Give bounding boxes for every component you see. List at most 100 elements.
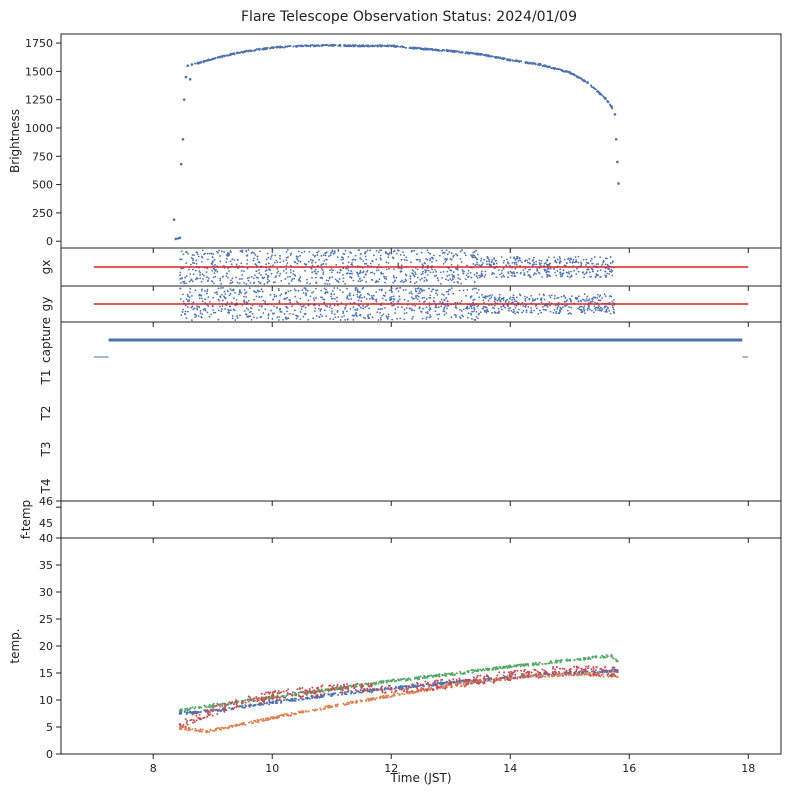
scatter-dot-gy [418,290,421,293]
trace-dot-red [538,672,541,675]
scatter-dot-gx [548,274,551,277]
scatter-dot-gx [221,275,224,278]
scatter-dot-gx [195,259,198,262]
scatter-dot-gx [555,274,558,277]
scatter-dot-gx [548,271,550,273]
trace-dot-blue [352,692,355,695]
scatter-dot-gy [421,289,424,292]
scatter-dot-gx [442,270,445,273]
scatter-dot-gy [356,291,359,294]
scatter-dot-gx [467,272,469,275]
scatter-dot-gx [196,253,199,256]
scatter-dot-gx [180,250,183,253]
scatter-dot-gy [221,299,224,302]
trace-dot-blue [431,48,434,51]
scatter-dot-gy [442,310,445,312]
scatter-dot-gy [419,292,422,294]
trace-dot-green [198,707,201,710]
scatter-dot-gx [420,273,423,276]
scatter-dot-gy [437,306,440,309]
scatter-dot-gx [435,270,438,273]
scatter-dot-gy [369,297,371,300]
scatter-dot-gx [315,281,317,284]
trace-dot-blue [570,73,573,76]
trace-dot-green [548,661,551,664]
scatter-dot-gx [287,276,289,278]
scatter-dot-gx [369,262,372,265]
trace-dot-blue [314,696,317,699]
scatter-dot-gx [495,276,498,279]
scatter-dot-gy [371,316,374,319]
scatter-dot-gx [431,257,434,260]
scatter-dot-gy [508,297,511,300]
trace-dot-green [247,700,250,703]
scatter-dot-gx [311,271,314,274]
scatter-dot-gy [604,295,607,297]
trace-dot-blue [383,687,386,690]
trace-dot-blue [369,45,372,48]
scatter-dot-gx [509,270,512,273]
scatter-dot-gy [473,304,476,307]
trace-dot-red [387,686,390,689]
scatter-dot-gx [342,262,344,264]
trace-dot-blue [532,61,535,64]
scatter-dot-gy [443,308,445,311]
scatter-dot-gy [477,289,480,291]
trace-dot-green [525,662,528,665]
scatter-dot-gx [241,274,244,276]
scatter-dot-gy [560,295,563,298]
scatter-dot-gx [481,263,483,266]
trace-dot-red [198,713,201,716]
scatter-dot-gy [307,299,310,302]
scatter-dot-gx [422,270,424,273]
scatter-dot-gx [473,250,476,253]
scatter-dot-gx [220,282,223,285]
scatter-dot-gx [507,262,510,265]
scatter-dot-gx [179,277,182,280]
scatter-dot-gy [294,295,297,298]
y-axis-label-gy: gy [39,297,53,312]
scatter-dot-gy [304,289,307,291]
trace-dot-orange [233,724,236,727]
scatter-dot-gx [364,273,367,276]
scatter-dot-gx [439,282,442,285]
scatter-dot-gy [383,295,386,297]
scatter-dot-gx [337,250,340,252]
trace-dot-red [416,689,419,692]
scatter-dot-gx [336,256,339,259]
scatter-dot-gx [510,271,513,274]
scatter-dot-gy [204,309,207,312]
trace-dot-blue [190,711,193,714]
trace-dot-red [420,689,423,692]
trace-dot-red [296,688,299,691]
scatter-dot-gy [342,310,345,313]
trace-dot-red [612,673,615,676]
scatter-dot-gx [210,280,213,282]
scatter-dot-gy [346,297,348,300]
scatter-dot-gx [253,257,255,260]
scatter-dot-gx [330,252,332,254]
scatter-dot-gx [488,263,491,265]
scatter-dot-gx [500,276,503,278]
trace-dot-blue [503,676,506,679]
trace-dot-red [261,700,264,703]
trace-dot-red [470,682,473,685]
scatter-dot-gx [365,250,367,253]
scatter-dot-gx [515,257,518,260]
scatter-dot-gx [523,272,526,274]
scatter-dot-gy [286,310,288,313]
scatter-dot-gy [397,290,400,293]
trace-dot-blue [286,698,289,701]
scatter-dot-gx [329,254,332,257]
trace-dot-blue [526,61,529,64]
scatter-dot-gx [522,269,525,272]
scatter-dot-gy [443,310,446,313]
trace-dot-red [561,674,564,677]
trace-dot-red [452,678,455,681]
scatter-dot-gx [516,271,518,274]
trace-dot-red [195,719,198,722]
scatter-dot-gy [584,312,586,315]
scatter-dot-gx [240,262,243,265]
scatter-dot-gx [517,259,520,262]
scatter-dot-gx [486,257,489,260]
